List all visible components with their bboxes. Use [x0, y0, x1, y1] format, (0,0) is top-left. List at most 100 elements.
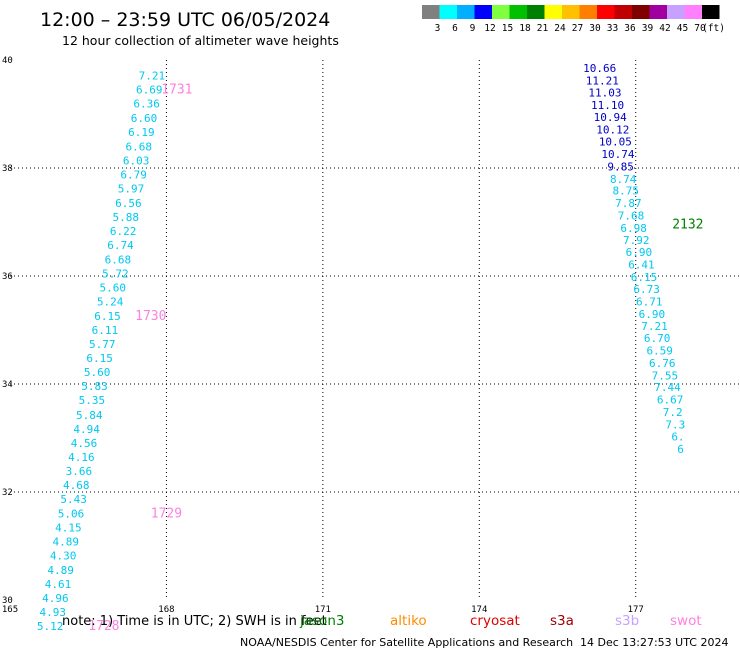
- satellite-name: cryosat: [470, 613, 520, 629]
- wave-height-label: 6.19: [128, 126, 155, 139]
- satellite-name: s3a: [550, 613, 574, 629]
- wave-height-label: 5.84: [76, 409, 103, 422]
- legend-label: 15: [502, 23, 513, 34]
- grid-lines: [10, 60, 740, 600]
- pass-time-label: 1730: [135, 309, 166, 324]
- wave-height-label: 4.56: [71, 437, 98, 450]
- wave-height-label: 6.73: [633, 283, 660, 296]
- legend-label: 70: [694, 23, 706, 34]
- y-tick-label: 34: [2, 380, 13, 390]
- wave-height-label: 7.21: [641, 320, 668, 333]
- wave-height-label: 8.75: [613, 185, 640, 198]
- legend-label: 24: [554, 23, 566, 34]
- wave-height-label: 10.74: [601, 148, 634, 161]
- x-tick-label: 165: [2, 605, 18, 615]
- wave-height-label: 6.36: [133, 98, 160, 111]
- color-legend: 3 6 9 12 15 18 21 24 27 30 33 36 39 42 45 70(ft): [422, 5, 725, 34]
- wave-height-label: 4.61: [45, 578, 72, 591]
- wave-height-label: 4.89: [53, 536, 80, 549]
- wave-height-label: 6.59: [646, 345, 673, 358]
- x-tick-label: 174: [471, 605, 487, 615]
- wave-height-label: 6.15: [631, 271, 658, 284]
- wave-height-label: 6.11: [92, 324, 119, 337]
- wave-height-label: 10.05: [599, 136, 632, 149]
- wave-height-label: 8.74: [610, 173, 637, 186]
- wave-height-label: 4.16: [68, 451, 95, 464]
- legend-label: 42: [659, 23, 670, 34]
- footer-credit: NOAA/NESDIS Center for Satellite Applica…: [240, 636, 573, 649]
- legend-swatch: [544, 5, 562, 19]
- x-tick-label: 168: [158, 605, 174, 615]
- pass-time-label: 1728: [88, 619, 119, 634]
- wave-height-label: 5.06: [58, 508, 85, 521]
- wave-height-label: 6.79: [120, 168, 147, 181]
- wave-height-label: 7.92: [623, 234, 650, 247]
- pass-time-label: 1729: [151, 507, 182, 522]
- wave-height-label: 7.21: [139, 70, 166, 83]
- wave-height-label: 4.89: [47, 564, 74, 577]
- legend-swatch: [492, 5, 510, 19]
- axis-tick-labels: 30 32 34 36 38 40 165 168 171 174 177: [2, 56, 644, 615]
- legend-label: 45: [677, 23, 688, 34]
- wave-height-label: 7.68: [618, 210, 645, 223]
- legend-swatch: [684, 5, 702, 19]
- wave-height-label: 9.85: [607, 160, 634, 173]
- satellite-name: altiko: [390, 613, 427, 629]
- legend-swatch: [667, 5, 685, 19]
- wave-height-label: 6.68: [105, 253, 132, 266]
- legend-label: 12: [484, 23, 495, 34]
- wave-height-label: 6.71: [636, 295, 663, 308]
- wave-height-label: 6: [677, 443, 684, 456]
- wave-height-label: 5.97: [118, 183, 145, 196]
- y-tick-label: 32: [2, 488, 13, 498]
- legend-swatch: [474, 5, 492, 19]
- wave-height-label: 11.03: [588, 86, 621, 99]
- legend-label: 36: [624, 23, 636, 34]
- wave-height-label: 6.: [671, 430, 684, 443]
- wave-height-label: 6.70: [644, 332, 671, 345]
- wave-height-label: 4.30: [50, 550, 77, 563]
- legend-swatch: [597, 5, 615, 19]
- satellite-name: s3b: [615, 613, 639, 629]
- pass-time-label: 2132: [672, 218, 703, 233]
- wave-height-label: 7.44: [654, 381, 681, 394]
- wave-height-label: 7.2: [663, 406, 683, 419]
- legend-swatch: [632, 5, 650, 19]
- wave-height-label: 7.55: [652, 369, 679, 382]
- wave-height-label: 11.21: [586, 75, 619, 88]
- satellite-legend: jason3 altiko cryosat s3a s3b swot: [299, 613, 702, 629]
- legend-swatch: [457, 5, 475, 19]
- legend-swatch: [422, 5, 440, 19]
- wave-height-label: 11.10: [591, 99, 624, 112]
- legend-swatch: [527, 5, 545, 19]
- legend-label: 18: [519, 23, 531, 34]
- y-tick-label: 38: [2, 164, 13, 174]
- legend-swatch: [509, 5, 527, 19]
- satellite-name: jason3: [299, 613, 344, 629]
- footer-timestamp: 14 Dec 13:27:53 UTC 2024: [580, 636, 728, 649]
- wave-height-label: 5.83: [81, 380, 108, 393]
- legend-label: 9: [470, 23, 476, 34]
- legend-label: 27: [572, 23, 583, 34]
- legend-swatch: [702, 5, 720, 19]
- wave-height-label: 6.60: [131, 112, 158, 125]
- wave-height-label: 5.72: [102, 267, 129, 280]
- x-tick-label: 171: [315, 605, 331, 615]
- wave-height-label: 10.12: [596, 124, 629, 137]
- wave-height-label: 5.35: [79, 394, 106, 407]
- legend-label: (ft): [702, 23, 725, 34]
- wave-height-label: 4.93: [40, 606, 67, 619]
- wave-height-label: 6.03: [123, 154, 150, 167]
- legend-label: 39: [642, 23, 654, 34]
- pass-time-labels: 1731 1730 1729 1728 2132: [88, 83, 703, 634]
- legend-swatch: [439, 5, 457, 19]
- wave-height-label: 6.41: [628, 259, 655, 272]
- wave-height-label: 7.87: [615, 197, 642, 210]
- wave-height-label: 6.67: [657, 394, 684, 407]
- wave-height-label: 6.15: [94, 310, 121, 323]
- wave-height-label: 5.43: [60, 493, 87, 506]
- altimeter-tracks: 7.216.696.366.606.196.686.036.795.976.56…: [37, 62, 685, 633]
- wave-height-label: 5.60: [84, 366, 111, 379]
- legend-swatch: [579, 5, 597, 19]
